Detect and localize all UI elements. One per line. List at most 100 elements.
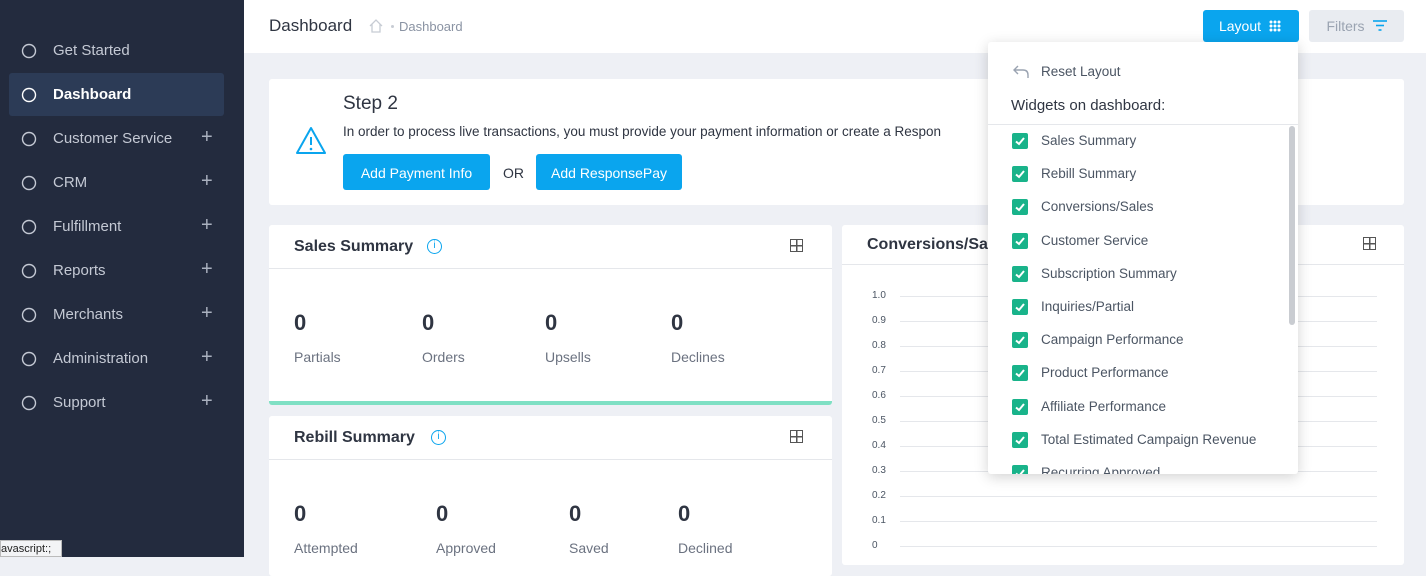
expand-icon: +: [201, 346, 213, 368]
widget-label: Recurring Approved: [1041, 465, 1161, 474]
nav-icon: [21, 263, 37, 279]
reset-icon: [1013, 65, 1029, 78]
info-icon: i: [427, 239, 442, 254]
widget-option[interactable]: Subscription Summary: [988, 265, 1288, 296]
menu-heading: Widgets on dashboard:: [1011, 97, 1166, 114]
widget-label: Product Performance: [1041, 365, 1169, 381]
checkbox: [1012, 232, 1028, 249]
stat-value: 0: [294, 310, 307, 335]
nav-label: Dashboard: [53, 86, 132, 103]
widget-label: Conversions/Sales: [1041, 199, 1154, 215]
step-text: In order to process live transactions, y…: [343, 124, 942, 139]
stat-value: 0: [671, 310, 684, 335]
checkbox: [1012, 133, 1028, 149]
or-separator: OR: [503, 165, 524, 181]
card-title: Sales Summary: [294, 238, 414, 255]
nav-item[interactable]: Administration +: [9, 337, 224, 380]
nav-icon: [21, 43, 37, 59]
nav-item[interactable]: Customer Service +: [9, 117, 224, 160]
divider: [269, 268, 832, 269]
widget-label: Inquiries/Partial: [1041, 299, 1135, 314]
breadcrumb-dot: [391, 25, 394, 28]
widget-option[interactable]: Campaign Performance: [988, 332, 1288, 362]
scrollbar: [1289, 126, 1295, 325]
widget-label: Total Estimated Campaign Revenue: [1041, 431, 1257, 447]
nav-item[interactable]: Get Started: [9, 29, 224, 72]
stat-label: Upsells: [545, 349, 591, 365]
checkbox: [1012, 398, 1028, 415]
widget-grid-icon[interactable]: [790, 239, 803, 252]
filters-button[interactable]: Filters: [1309, 10, 1404, 42]
widget-option[interactable]: Conversions/Sales: [988, 199, 1288, 229]
stat-label: Declines: [671, 349, 725, 365]
y-tick-label: 0.5: [872, 415, 886, 426]
status-bar: avascript:;: [0, 540, 62, 557]
nav-item[interactable]: CRM +: [9, 161, 224, 204]
nav-label: CRM: [53, 174, 88, 191]
y-tick-label: 0.2: [872, 490, 886, 501]
y-tick-label: 0.4: [872, 440, 886, 451]
layout-label: Layout: [1218, 18, 1262, 34]
nav-icon: [21, 219, 37, 235]
layout-button[interactable]: Layout: [1203, 10, 1299, 42]
widget-label: Campaign Performance: [1041, 332, 1184, 348]
widget-label: Sales Summary: [1041, 133, 1137, 148]
stat-value: 0: [436, 501, 449, 526]
stat-value: 0: [569, 501, 582, 526]
y-tick-label: 0.8: [872, 340, 886, 351]
nav-item[interactable]: Fulfillment +: [9, 205, 224, 248]
header: Dashboard Dashboard Layout Filters: [244, 0, 1426, 53]
grid-line: [900, 546, 1377, 547]
widget-option[interactable]: Recurring Approved: [988, 465, 1288, 474]
stat-label: Partials: [294, 349, 341, 365]
nav-item[interactable]: Support +: [9, 381, 224, 424]
divider: [269, 459, 832, 460]
checkbox: [1012, 265, 1028, 282]
stat-label: Saved: [569, 540, 609, 556]
stat-value: 0: [422, 310, 435, 335]
nav-icon: [21, 87, 37, 103]
checkbox: [1012, 299, 1028, 315]
card-title: Conversions/Sa: [867, 236, 988, 253]
nav-item[interactable]: Merchants +: [9, 293, 224, 336]
filters-label: Filters: [1326, 18, 1365, 34]
widget-grid-icon[interactable]: [790, 430, 803, 443]
y-tick-label: 0.1: [872, 515, 886, 526]
stat-label: Declined: [678, 540, 733, 556]
card-title: Rebill Summary: [294, 429, 415, 446]
sales-summary-card: Sales Summary 0 Partials 0 Orders 0 Upsells 0 D…: [269, 225, 832, 405]
checkbox: [1012, 431, 1028, 448]
stat-value: 0: [545, 310, 558, 335]
nav-icon: [21, 351, 37, 367]
stat-value: 0: [678, 501, 691, 526]
breadcrumb[interactable]: Dashboard: [399, 19, 463, 34]
widget-option[interactable]: Product Performance: [988, 365, 1288, 395]
widget-grid-icon[interactable]: [1363, 237, 1376, 250]
add-payment-button[interactable]: Add Payment Info: [343, 154, 490, 190]
rebill-summary-card: Rebill Summary 0 Attempted 0 Approved 0 Saved…: [269, 416, 832, 576]
nav-label: Fulfillment: [53, 218, 122, 235]
widget-option[interactable]: Affiliate Performance: [988, 398, 1288, 429]
reset-layout[interactable]: Reset Layout: [1041, 64, 1121, 79]
step-title: Step 2: [343, 93, 398, 114]
add-responsepay-button[interactable]: Add ResponsePay: [536, 154, 682, 190]
nav-item[interactable]: Dashboard: [9, 73, 224, 116]
widget-option[interactable]: Sales Summary: [988, 133, 1288, 163]
expand-icon: +: [201, 390, 213, 412]
y-tick-label: 1.0: [872, 290, 886, 301]
checkbox: [1012, 332, 1028, 349]
widget-option[interactable]: Inquiries/Partial: [988, 299, 1288, 329]
widget-option[interactable]: Total Estimated Campaign Revenue: [988, 431, 1288, 462]
widget-option[interactable]: Customer Service: [988, 232, 1288, 263]
nav-icon: [21, 131, 37, 147]
nav-label: Support: [53, 394, 106, 411]
widget-label: Rebill Summary: [1041, 166, 1137, 182]
y-tick-label: 0.9: [872, 315, 886, 326]
expand-icon: +: [201, 214, 213, 236]
y-tick-label: 0.7: [872, 365, 886, 376]
nav-item[interactable]: Reports +: [9, 249, 224, 292]
widget-option[interactable]: Rebill Summary: [988, 166, 1288, 196]
stat-label: Attempted: [294, 540, 358, 556]
y-tick-label: 0.6: [872, 390, 886, 401]
